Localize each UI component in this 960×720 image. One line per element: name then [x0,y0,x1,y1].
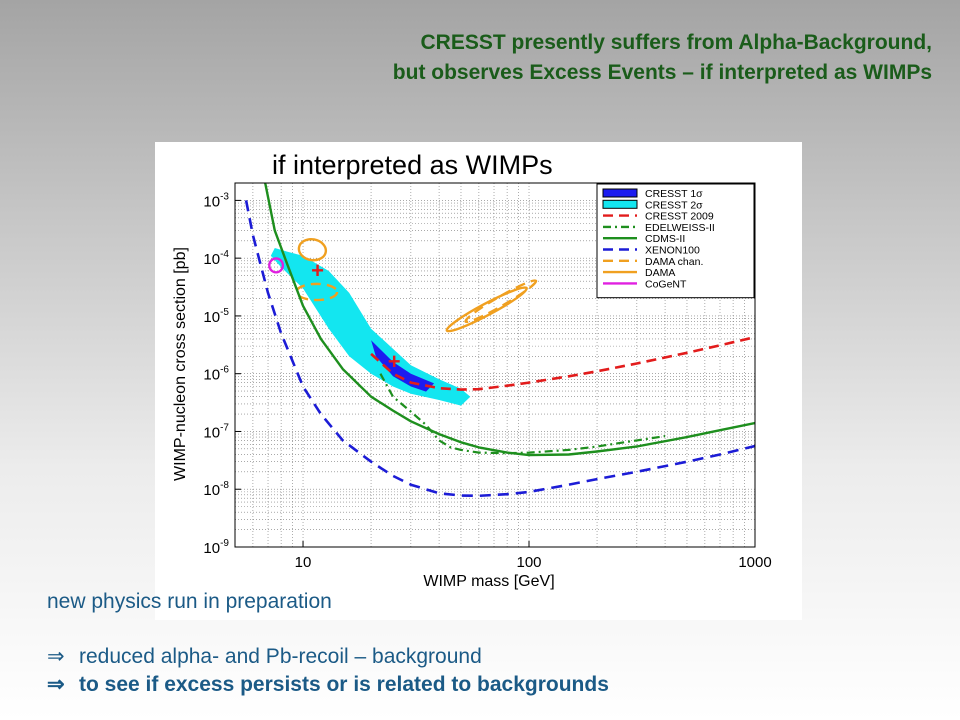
contour-dama [297,238,328,262]
contour-cogent [268,257,285,274]
legend-swatch [602,188,638,198]
legend-swatch [602,199,638,209]
contour-regions [270,248,471,406]
bullet-2: ⇒ to see if excess persists or is related… [47,672,609,697]
legend-label: CRESST 2σ [645,199,703,211]
y-tick-label: 10-4 [203,249,229,268]
axis-ticks: 10 100 1000 10-9 10-8 10-7 10-6 10-5 10-4 10-3 [203,191,771,571]
best-fit-2-marker: + [388,349,401,374]
y-axis-label: WIMP-nucleon cross section [pb] [172,247,189,481]
contour-outlines [268,238,538,333]
legend-label: DAMA [645,267,675,279]
plot-frame [234,182,756,548]
title-line-1: CRESST presently suffers from Alpha-Back… [420,31,932,54]
curve-xenon100 [244,200,755,498]
best-fit-markers: ++ [311,258,400,374]
chart-title: if interpreted as WIMPs [272,150,553,180]
legend-label: CRESST 2009 [645,211,714,223]
title-line-2: but observes Excess Events – if interpre… [392,61,932,84]
curve-cdms-ii [264,183,755,457]
legend-label: XENON100 [645,245,700,257]
contour-dama-chan- [295,282,339,302]
legend-label: EDELWEISS-II [645,222,715,234]
legend-label: CDMS-II [645,233,685,245]
x-axis-label: WIMP mass [GeV] [423,573,554,590]
legend-label: DAMA chan. [645,256,703,268]
x-tick-label: 1000 [738,554,771,571]
contour-dama-chan- [464,279,538,324]
implies-symbol: ⇒ [47,645,65,668]
chart-panel: if interpreted as WIMPs + + 10 100 1000 10-9… [155,142,802,620]
exclusion-plot: if interpreted as WIMPs ++ 10 100 100010-9… [172,150,772,590]
region-cresst-1- [371,340,435,392]
best-fit-1-marker: + [311,258,324,283]
x-tick-label: 10 [295,554,312,571]
run-note: new physics run in preparation [47,590,332,613]
bullet-2-text: to see if excess persists or is related … [79,673,609,696]
implies-symbol: ⇒ [47,673,65,696]
y-tick-label: 10-5 [203,307,229,326]
legend-label: CoGeNT [645,278,687,290]
curve-cresst-2009 [370,335,755,391]
bullet-1: ⇒ reduced alpha- and Pb-recoil – backgrou… [47,644,482,669]
limit-curves [244,183,755,498]
y-tick-label: 10-9 [203,538,229,557]
region-cresst-2- [270,248,471,406]
y-tick-label: 10-3 [203,191,229,210]
y-tick-label: 10-7 [203,422,229,441]
slide-title: CRESST presently suffers from Alpha-Back… [172,28,932,88]
bullet-1-text: reduced alpha- and Pb-recoil – backgroun… [79,645,482,668]
y-tick-label: 10-6 [203,365,229,384]
x-tick-label: 100 [516,554,541,571]
legend-label: CRESST 1σ [645,188,703,200]
contour-dama [445,286,528,333]
y-tick-label: 10-8 [203,480,229,499]
